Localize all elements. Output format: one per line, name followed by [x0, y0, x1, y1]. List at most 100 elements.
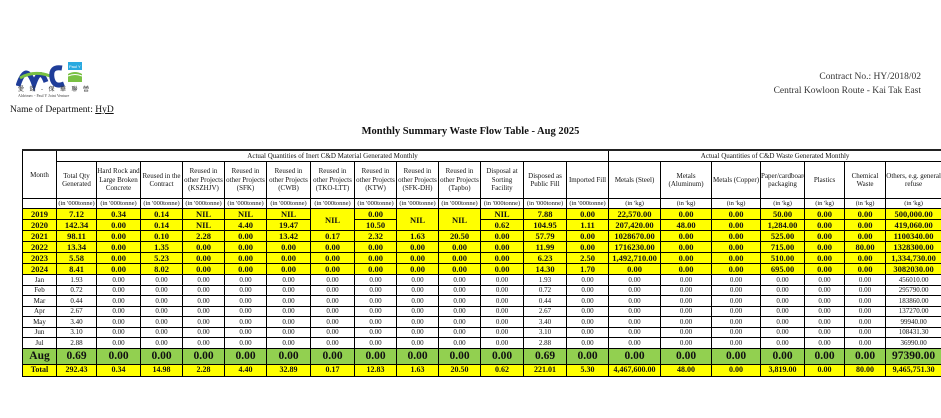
table-cell: 0.00 — [310, 305, 355, 317]
table-cell: 0.00 — [310, 284, 355, 296]
table-cell: 0.00 — [182, 347, 225, 365]
table-cell: 0.00 — [310, 326, 355, 338]
table-cell: 0.00 — [760, 295, 806, 307]
unit-label: (in 'kg) — [660, 198, 713, 209]
table-cell: 0.00 — [438, 305, 481, 317]
table-cell: 0.00 — [804, 305, 846, 317]
table-cell: 0.00 — [396, 337, 439, 349]
table-cell: 0.00 — [354, 263, 397, 275]
table-cell: 36990.00 — [885, 337, 941, 349]
table-cell: 0.00 — [266, 316, 311, 328]
table-cell: 0.00 — [711, 305, 762, 317]
table-cell: 0.00 — [608, 316, 662, 328]
table-cell: 13.34 — [56, 241, 97, 253]
row-label: 2019 — [22, 208, 57, 220]
table-cell: 0.00 — [438, 337, 481, 349]
table-cell: 32.89 — [266, 363, 311, 377]
table-cell: NIL — [224, 208, 267, 220]
table-cell: 1328300.00 — [885, 241, 941, 253]
table-cell: 0.00 — [438, 284, 481, 296]
column-header: Imported Fill — [565, 161, 610, 199]
table-cell: 0.00 — [711, 284, 762, 296]
table-cell: 0.00 — [354, 326, 397, 338]
table-cell: 0.00 — [844, 326, 887, 338]
table-row: Jun 3.10 0.00 0.00 0.00 0.00 0.00 0.00 0.00 0.00 0… — [22, 326, 941, 338]
table-cell: 0.00 — [354, 241, 397, 253]
table-cell: 0.00 — [96, 316, 141, 328]
column-header: Chemical Waste — [844, 161, 887, 199]
table-cell: 5.58 — [56, 252, 97, 264]
table-row: Aug 0.69 0.00 0.00 0.00 0.00 0.00 0.00 0.00 0.00 0… — [22, 347, 941, 365]
table-cell: 0.00 — [804, 208, 846, 220]
table-cell: 0.00 — [96, 241, 141, 253]
table-cell: 0.00 — [608, 263, 662, 275]
table-cell: 0.00 — [224, 252, 267, 264]
table-cell: 0.00 — [565, 347, 610, 365]
table-cell: 14.30 — [523, 263, 567, 275]
table-cell: 1.93 — [56, 274, 97, 286]
table-cell: 1.63 — [396, 230, 439, 242]
table-cell: 0.00 — [96, 274, 141, 286]
table-cell: 0.00 — [760, 305, 806, 317]
table-cell: 0.00 — [608, 347, 662, 365]
column-header: Reused in other Projects (Tapbo) — [438, 161, 481, 199]
table-cell: 3.10 — [56, 326, 97, 338]
table-cell: 0.00 — [804, 219, 846, 231]
table-cell: 0.00 — [182, 305, 225, 317]
row-label: Mar — [22, 295, 57, 307]
table-cell: 0.44 — [523, 295, 567, 307]
table-cell: 0.00 — [438, 263, 481, 275]
table-cell: 0.00 — [438, 316, 481, 328]
table-cell: 0.00 — [354, 284, 397, 296]
table-cell: 0.00 — [804, 316, 846, 328]
unit-label: (in 'kg) — [844, 198, 887, 209]
table-cell: 0.00 — [804, 337, 846, 349]
table-row: Apr 2.67 0.00 0.00 0.00 0.00 0.00 0.00 0.00 0.00 0… — [22, 305, 941, 317]
table-cell: 98.11 — [56, 230, 97, 242]
table-cell: 3,819.00 — [760, 363, 806, 377]
table-cell: 0.00 — [480, 337, 524, 349]
table-cell: 0.00 — [96, 347, 141, 365]
table-row: 2020 142.34 0.00 0.14 NIL 4.40 19.47 10.50 0.62 1… — [22, 219, 941, 231]
table-cell: 0.00 — [844, 208, 887, 220]
table-cell: 0.00 — [844, 284, 887, 296]
table-cell: 8.41 — [56, 263, 97, 275]
table-cell: 0.00 — [310, 263, 355, 275]
table-cell: 0.00 — [140, 305, 183, 317]
table-cell: 1716230.00 — [608, 241, 662, 253]
table-cell: 10.50 — [354, 219, 397, 231]
svg-text:Paul Y: Paul Y — [69, 64, 81, 69]
row-label: Jan — [22, 274, 57, 286]
table-cell: 0.00 — [804, 230, 846, 242]
table-cell: 22,570.00 — [608, 208, 662, 220]
table-cell: 99940.00 — [885, 316, 941, 328]
column-header: Reused in other Projects (TKO-LTT) — [310, 161, 355, 199]
unit-label: (in '000tonne) — [310, 198, 355, 209]
table-cell: 0.00 — [224, 295, 267, 307]
table-cell: 1.11 — [565, 219, 610, 231]
row-label: Aug — [22, 347, 57, 365]
column-header: Reused in the Contract — [140, 161, 183, 199]
table-cell: 0.00 — [396, 284, 439, 296]
table-cell: 0.34 — [96, 208, 141, 220]
table-cell: 0.00 — [96, 219, 141, 231]
table-cell: 0.00 — [266, 295, 311, 307]
table-cell: 4,467,600.00 — [608, 363, 662, 377]
table-cell: 419,060.00 — [885, 219, 941, 231]
table-cell: 0.00 — [224, 305, 267, 317]
row-label: 2022 — [22, 241, 57, 253]
table-cell: 104.95 — [523, 219, 567, 231]
column-header: Metals (Copper) — [711, 161, 762, 199]
table-cell: 0.00 — [565, 326, 610, 338]
table-cell: NIL — [438, 208, 481, 231]
table-cell: 0.00 — [182, 326, 225, 338]
table-cell: 0.00 — [438, 347, 481, 365]
unit-label: (in '000tonne) — [438, 198, 481, 209]
unit-label: (in '000tonne) — [140, 198, 183, 209]
table-cell: 0.00 — [310, 337, 355, 349]
table-cell: 525.00 — [760, 230, 806, 242]
table-cell: 0.00 — [266, 337, 311, 349]
table-cell: 0.00 — [660, 263, 713, 275]
table-cell: 0.00 — [804, 326, 846, 338]
table-cell: 0.00 — [396, 295, 439, 307]
